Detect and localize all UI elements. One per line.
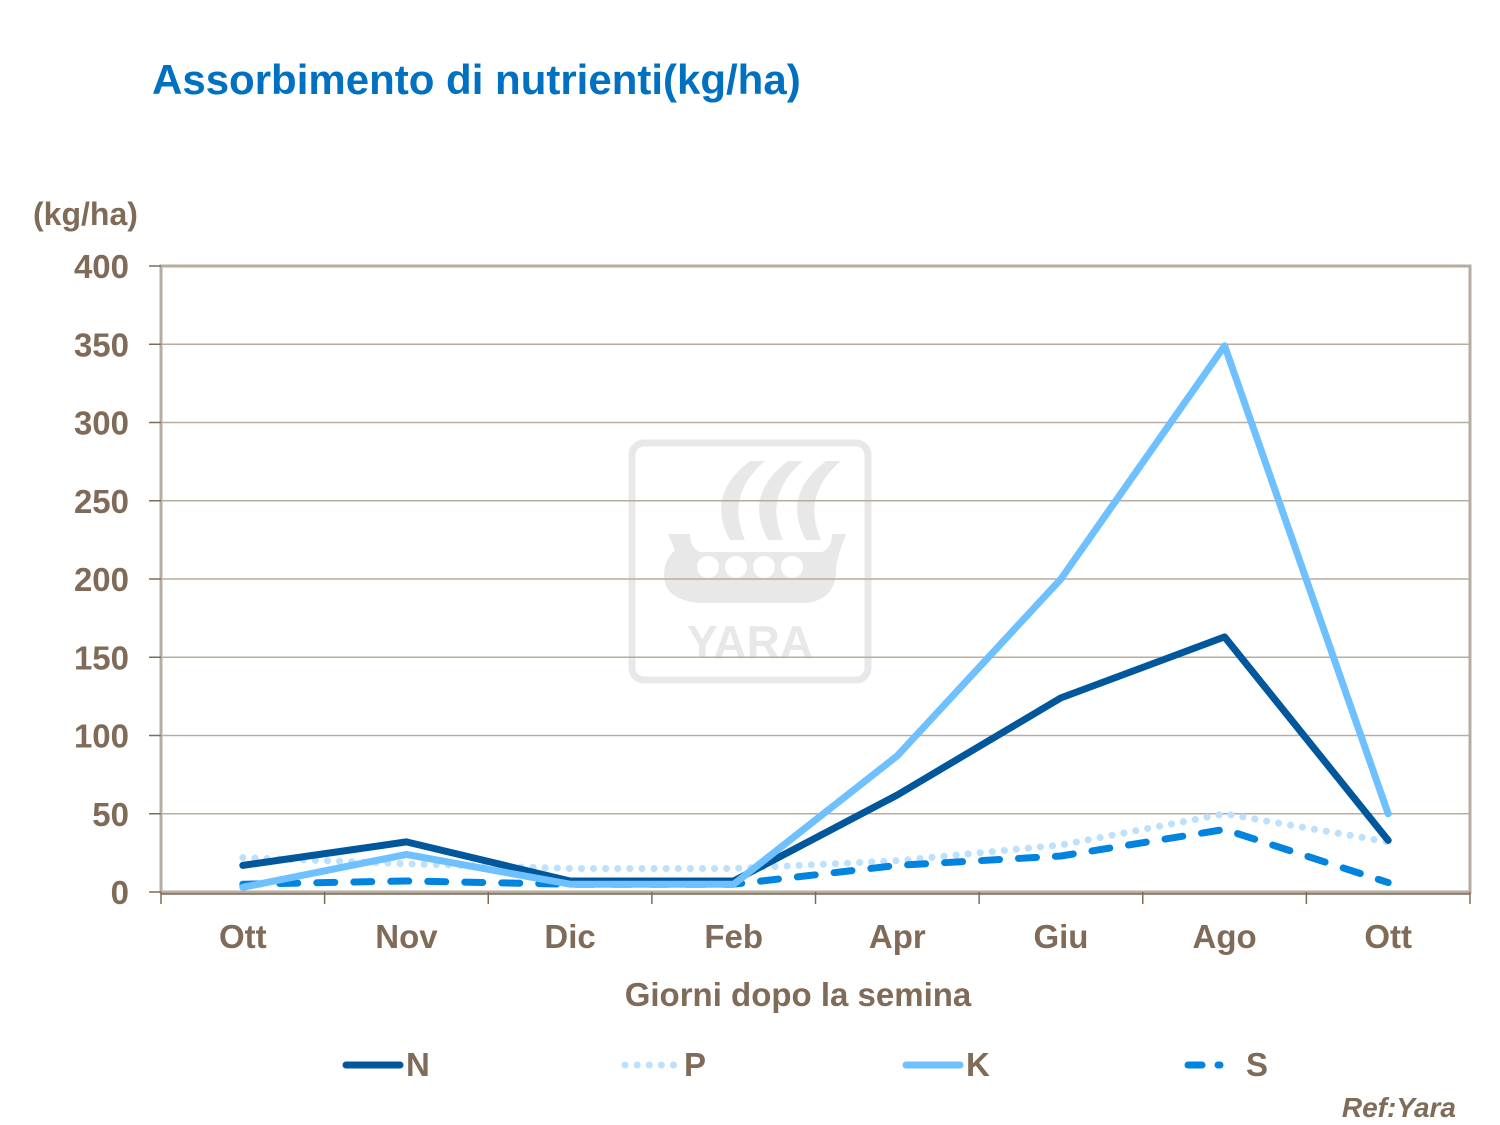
legend-label-p: P (684, 1046, 707, 1083)
y-axis-unit-label: (kg/ha) (33, 196, 138, 232)
legend-swatch-s (1184, 1061, 1224, 1069)
x-tick-label: Feb (704, 918, 763, 955)
y-tick-label: 100 (74, 718, 129, 755)
series-line-p (239, 810, 1392, 872)
legend-label-n: N (406, 1046, 430, 1083)
y-tick-label: 50 (92, 796, 129, 833)
legend-swatch-n (342, 1061, 404, 1069)
data-series (239, 342, 1392, 891)
legend: N P K S (0, 1043, 1500, 1087)
legend-swatch-p (621, 1061, 682, 1069)
x-tick-label: Ott (219, 918, 267, 955)
svg-text:YARA: YARA (687, 616, 813, 668)
y-tick-label: 350 (74, 326, 129, 363)
x-tick-label: Apr (869, 918, 926, 955)
legend-item-p: P (620, 1043, 706, 1087)
legend-item-s: S (1182, 1043, 1268, 1087)
y-tick-label: 400 (74, 248, 129, 285)
x-tick-label: Ott (1364, 918, 1412, 955)
series-line-k (239, 342, 1392, 891)
yara-watermark-logo: YARA (628, 439, 872, 684)
gridlines (161, 343, 1470, 815)
chart-title: Assorbimento di nutrienti(kg/ha) (152, 56, 801, 103)
reference-note: Ref:Yara (1341, 1092, 1456, 1123)
legend-label-s: S (1246, 1046, 1269, 1083)
x-axis-label: Giorni dopo la semina (624, 976, 972, 1013)
y-tick-label: 150 (74, 639, 129, 676)
y-axis-ticks: 0 50 100 150 200 250 300 350 400 (74, 248, 161, 911)
y-tick-label: 250 (74, 483, 129, 520)
series-line-s (239, 825, 1392, 888)
x-tick-label: Nov (375, 918, 438, 955)
x-axis-ticks: Ott Nov Dic Feb Apr Giu Ago Ott (160, 892, 1471, 955)
legend-item-k: K (902, 1043, 990, 1087)
y-tick-label: 300 (74, 405, 129, 442)
legend-item-n: N (342, 1043, 430, 1087)
series-line-n (239, 633, 1392, 885)
x-tick-label: Dic (544, 918, 595, 955)
y-tick-label: 200 (74, 561, 129, 598)
x-tick-label: Giu (1033, 918, 1088, 955)
x-tick-label: Ago (1192, 918, 1256, 955)
y-tick-label: 0 (111, 874, 129, 911)
legend-label-k: K (966, 1046, 990, 1083)
legend-swatch-k (902, 1061, 964, 1069)
